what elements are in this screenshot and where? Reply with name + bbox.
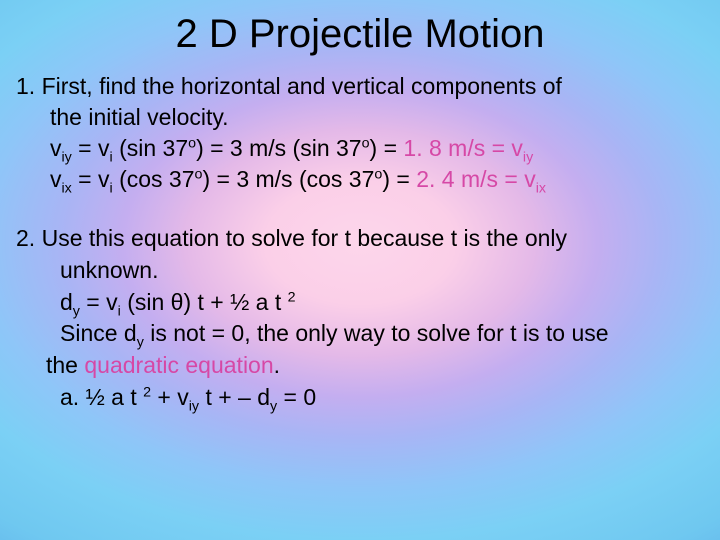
list-item-1: 1. First, find the horizontal and vertic… [16, 71, 704, 195]
item-line: the initial velocity. [50, 102, 704, 133]
item-lead: First, find the horizontal and vertical … [42, 73, 562, 99]
item-line: Since dy is not = 0, the only way to sol… [60, 318, 704, 350]
equation-dy: dy = vi (sin θ) t + ½ a t 2 [60, 287, 704, 319]
equation-viy: viy = vi (sin 37o) = 3 m/s (sin 37o) = 1… [50, 133, 704, 164]
list-item-2: 2. Use this equation to solve for t beca… [16, 223, 704, 413]
item-lead: Use this equation to solve for t because… [42, 225, 567, 251]
equation-vix: vix = vi (cos 37o) = 3 m/s (cos 37o) = 2… [50, 164, 704, 195]
item-number: 1. [16, 73, 35, 99]
equation-quadratic: a. ½ a t 2 + viy t + – dy = 0 [60, 382, 704, 414]
page-title: 2 D Projectile Motion [16, 12, 704, 57]
item-line: unknown. [60, 255, 704, 287]
slide: 2 D Projectile Motion 1. First, find the… [0, 0, 720, 540]
item-number: 2. [16, 225, 35, 251]
item-line: the quadratic equation. [46, 350, 704, 382]
